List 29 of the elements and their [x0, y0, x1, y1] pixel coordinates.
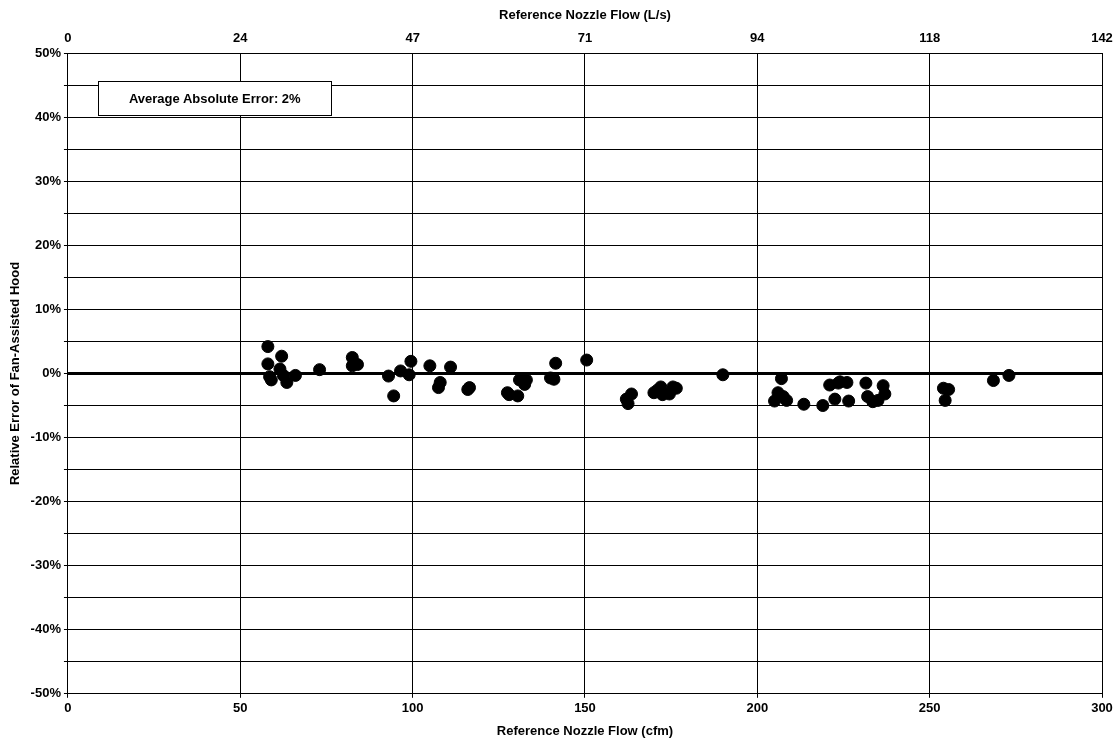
x2-tick-label: 142 — [1091, 29, 1113, 45]
y-tick-label: -30% — [30, 557, 62, 573]
x2-axis-title: Reference Nozzle Flow (L/s) — [499, 7, 671, 23]
x2-tick-label: 47 — [405, 29, 420, 45]
x-tick-label: 50 — [233, 700, 248, 716]
x2-tick-label: 118 — [919, 29, 941, 45]
x-tick-label: 200 — [746, 700, 769, 716]
y-axis-title: Relative Error of Fan-Assisted Hood — [7, 261, 23, 486]
y-tick-label: 20% — [34, 236, 62, 252]
x-tick-label: 300 — [1091, 700, 1113, 716]
x-axis-title: Reference Nozzle Flow (cfm) — [496, 722, 674, 738]
y-tick-label: -40% — [30, 621, 62, 637]
y-tick-label: -50% — [30, 685, 62, 701]
x2-tick-label: 24 — [233, 29, 249, 45]
x-tick-label: 250 — [918, 700, 941, 716]
x2-tick-label: 0 — [64, 29, 72, 45]
x-tick-label: 150 — [574, 700, 596, 716]
y-tick-label: 10% — [34, 301, 62, 317]
x-tick-label: 100 — [401, 700, 424, 716]
x2-tick-label: 71 — [577, 29, 593, 45]
y-tick-label: 40% — [34, 108, 62, 124]
y-tick-label: 30% — [34, 172, 62, 188]
x-tick-label: 0 — [64, 700, 72, 716]
y-tick-label: -20% — [30, 493, 62, 509]
note-box: Average Absolute Error: 2% — [97, 81, 332, 117]
x2-tick-label: 94 — [750, 29, 766, 45]
y-tick-label: -10% — [30, 429, 62, 445]
y-tick-label: 50% — [34, 44, 62, 60]
y-tick-label: 0% — [42, 365, 62, 381]
